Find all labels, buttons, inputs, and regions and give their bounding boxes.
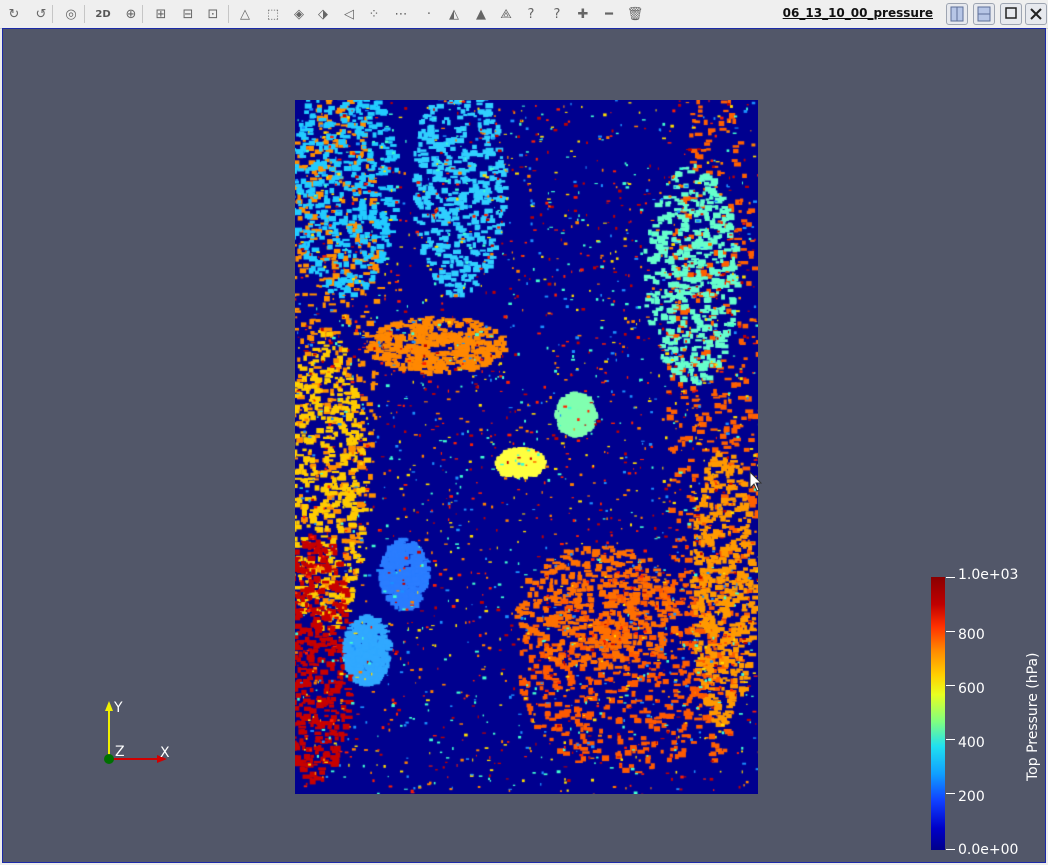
render-view[interactable]: Y X Z 1.0e+03 800 600 400 200 0.0e+00 To…: [2, 28, 1046, 863]
grow-selection-icon[interactable]: ✚: [577, 6, 589, 22]
colorbar: [931, 577, 945, 850]
orientation-axes: [104, 701, 167, 764]
colorbar-tick: [946, 793, 955, 794]
toolbar-separator: [52, 5, 53, 23]
x-axis-arrow: [157, 755, 167, 763]
colorbar-tick: [946, 849, 955, 850]
colorbar-tick: [946, 631, 955, 632]
colorbar-label-max: 1.0e+03: [958, 567, 1019, 583]
colorbar-tick: [946, 739, 955, 740]
hover-points-icon[interactable]: ⟁: [500, 6, 512, 22]
camera-icon[interactable]: ◎: [65, 6, 77, 22]
select-blocks-icon[interactable]: ◈: [294, 6, 304, 22]
select-frustum-cells-icon[interactable]: ⬗: [318, 6, 328, 22]
reset-camera-icon[interactable]: ↻: [8, 6, 20, 22]
clear-selection-icon[interactable]: 🗑: [626, 6, 644, 22]
polygon-select-cells-icon[interactable]: ⁘: [368, 6, 380, 22]
interactive-select-points-icon[interactable]: ◭: [449, 6, 459, 22]
select-points-icon[interactable]: ⊡: [207, 6, 219, 22]
colorbar-label: 200: [958, 789, 985, 805]
view-title[interactable]: 06_13_10_00_pressure: [782, 6, 933, 20]
z-axis-label: Z: [115, 744, 125, 760]
x-axis-label: X: [160, 745, 170, 761]
zoom-to-box-icon[interactable]: ⊕: [125, 6, 137, 22]
select-points-on-icon[interactable]: ⬚: [266, 6, 280, 22]
query-icon[interactable]: ?: [553, 6, 561, 22]
y-axis-arrow: [105, 701, 113, 711]
deselect-icon[interactable]: ⊟: [182, 6, 194, 22]
mouse-cursor-icon: [749, 471, 763, 492]
polygon-select-points-icon[interactable]: ⋯: [394, 6, 408, 22]
select-cells-on-icon[interactable]: △: [240, 6, 250, 22]
split-horizontal-icon[interactable]: [946, 3, 968, 25]
toolbar-separator: [142, 5, 143, 23]
2d-3d-toggle-button[interactable]: 2D: [95, 8, 111, 20]
pressure-map-image: [295, 100, 758, 794]
find-data-icon[interactable]: ?: [527, 6, 535, 22]
toolbar-separator: [228, 5, 229, 23]
colorbar-label-min: 0.0e+00: [958, 842, 1019, 858]
maximize-icon[interactable]: [1000, 3, 1022, 25]
colorbar-label: 600: [958, 681, 985, 697]
hover-cells-icon[interactable]: ▲: [476, 6, 486, 22]
z-axis-dot: [104, 754, 114, 764]
close-icon[interactable]: [1025, 3, 1047, 25]
colorbar-title: Top Pressure (hPa): [1025, 652, 1041, 782]
colorbar-tick: [946, 685, 955, 686]
toolbar-separator: [84, 5, 85, 23]
y-axis-label: Y: [114, 700, 123, 716]
colorbar-label: 400: [958, 735, 985, 751]
select-cells-icon[interactable]: ⊞: [155, 6, 167, 22]
reset-camera-closest-icon[interactable]: ↺: [35, 6, 47, 22]
interactive-select-cells-icon[interactable]: ·: [426, 6, 432, 22]
colorbar-label: 800: [958, 627, 985, 643]
split-vertical-icon[interactable]: [973, 3, 995, 25]
shrink-selection-icon[interactable]: ━: [605, 6, 613, 22]
colorbar-tick: [946, 577, 955, 578]
select-frustum-points-icon[interactable]: ◁: [344, 6, 354, 22]
